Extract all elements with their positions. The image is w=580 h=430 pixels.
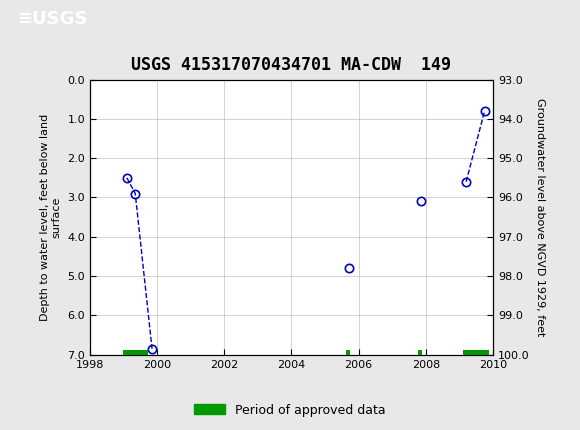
Bar (418, 350, 422, 355)
Text: ≡USGS: ≡USGS (17, 10, 88, 28)
Bar (463, 350, 489, 355)
Legend: Period of approved data: Period of approved data (189, 399, 391, 421)
Y-axis label: Depth to water level, feet below land
surface: Depth to water level, feet below land su… (40, 114, 61, 321)
Y-axis label: Groundwater level above NGVD 1929, feet: Groundwater level above NGVD 1929, feet (535, 98, 545, 336)
Bar (346, 350, 350, 355)
Title: USGS 415317070434701 MA-CDW  149: USGS 415317070434701 MA-CDW 149 (132, 56, 451, 74)
Bar (124, 350, 148, 355)
